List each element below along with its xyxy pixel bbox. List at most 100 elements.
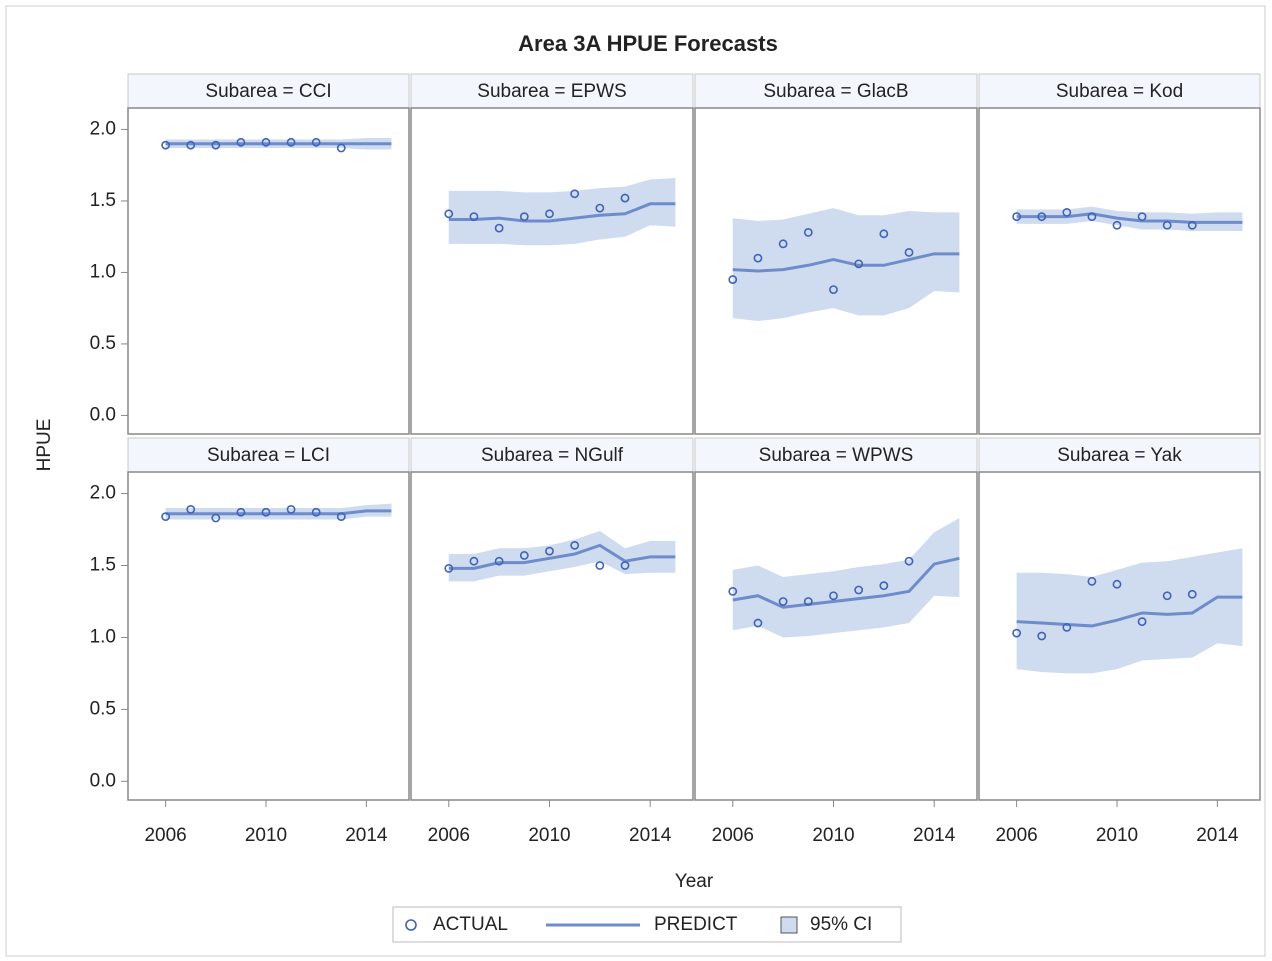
x-tick-label: 2010 [245, 825, 287, 846]
actual-point [728, 275, 738, 284]
panel-title: Subarea = Kod [1056, 81, 1183, 102]
actual-point [211, 513, 221, 523]
actual-point [211, 140, 221, 150]
actual-point [261, 507, 271, 517]
predict-line [732, 556, 960, 609]
actual-point [879, 229, 889, 239]
y-tick-label: 2.0 [90, 483, 116, 504]
actual-point [778, 239, 788, 249]
x-tick-label: 2014 [629, 825, 672, 846]
predict-line [448, 543, 676, 570]
panel-title: Subarea = Yak [1057, 445, 1182, 466]
actual-point [904, 556, 914, 566]
x-tick-label: 2014 [345, 825, 388, 846]
legend-swatch [780, 916, 798, 934]
actual-point [620, 193, 630, 203]
actual-point [336, 143, 346, 153]
actual-point [879, 581, 889, 591]
panel-frame [127, 107, 410, 435]
panel-frame [694, 107, 978, 435]
actual-point [803, 597, 813, 606]
y-tick-label: 1.5 [90, 190, 116, 211]
actual-point [620, 561, 630, 570]
actual-point [161, 140, 171, 150]
actual-point [1112, 220, 1122, 230]
actual-point [1037, 212, 1047, 222]
x-tick-label: 2010 [812, 825, 854, 846]
ci-band [1016, 548, 1243, 674]
actual-point [161, 512, 171, 521]
y-tick-label: 0.0 [90, 404, 116, 425]
actual-point [286, 137, 296, 147]
chart-title: Area 3A HPUE Forecasts [518, 31, 778, 56]
x-tick-label: 2006 [428, 825, 470, 846]
actual-point [1112, 579, 1122, 589]
x-tick-label: 2010 [528, 825, 570, 846]
actual-point [595, 561, 605, 570]
actual-point [570, 540, 580, 550]
y-tick-label: 1.0 [90, 261, 116, 282]
x-tick-label: 2006 [995, 825, 1037, 846]
x-tick-label: 2006 [144, 825, 186, 846]
ci-band [448, 178, 676, 246]
predict-line [732, 252, 960, 273]
actual-point [545, 209, 554, 219]
y-tick-label: 0.5 [90, 698, 116, 719]
actual-point [1087, 576, 1097, 586]
actual-point [1012, 212, 1022, 222]
actual-point [311, 137, 321, 147]
panel-frame [410, 107, 694, 435]
predict-line [1016, 595, 1243, 628]
actual-point [1187, 589, 1197, 599]
panel-header [410, 73, 694, 109]
actual-point [829, 591, 838, 601]
actual-point [1062, 622, 1072, 632]
panel-frame [127, 471, 410, 801]
panel-title: Subarea = WPWS [759, 445, 914, 466]
actual-point [1037, 631, 1047, 641]
actual-point [519, 551, 529, 560]
predict-line [448, 202, 676, 223]
predict-line [165, 509, 392, 516]
actual-point [545, 546, 554, 556]
y-tick-label: 1.0 [90, 626, 116, 647]
legend-label: PREDICT [654, 914, 738, 935]
actual-point [753, 253, 763, 263]
legend [392, 906, 902, 943]
actual-point [494, 556, 504, 566]
actual-point [444, 563, 454, 573]
panel-title: Subarea = NGulf [481, 445, 624, 466]
actual-point [1162, 220, 1172, 230]
frame [5, 5, 1266, 957]
actual-point [1137, 617, 1147, 627]
panel-header [978, 73, 1261, 109]
y-tick-label: 1.5 [90, 555, 116, 576]
legend-marker [405, 919, 417, 931]
actual-point [186, 505, 196, 514]
actual-point [494, 223, 504, 233]
panel-title: Subarea = EPWS [477, 81, 626, 102]
actual-point [1062, 207, 1072, 217]
actual-point [904, 248, 914, 257]
actual-point [1162, 591, 1172, 601]
actual-point [595, 203, 605, 213]
panel-frame [978, 471, 1261, 801]
ci-band [165, 503, 392, 520]
legend-label: 95% CI [810, 914, 872, 935]
actual-point [728, 587, 738, 596]
panel-title: Subarea = CCI [205, 81, 331, 102]
y-tick-label: 0.0 [90, 770, 116, 791]
x-tick-label: 2014 [1196, 825, 1239, 846]
actual-point [286, 505, 296, 514]
panel-title: Subarea = LCI [207, 445, 330, 466]
actual-point [829, 285, 838, 294]
y-axis-label: HPUE [34, 419, 55, 472]
panel-frame [410, 471, 694, 801]
actual-point [753, 618, 763, 628]
actual-point [854, 585, 864, 595]
panel-header [127, 73, 410, 109]
actual-point [1087, 212, 1097, 222]
actual-point [1187, 220, 1197, 230]
x-tick-label: 2010 [1096, 825, 1138, 846]
